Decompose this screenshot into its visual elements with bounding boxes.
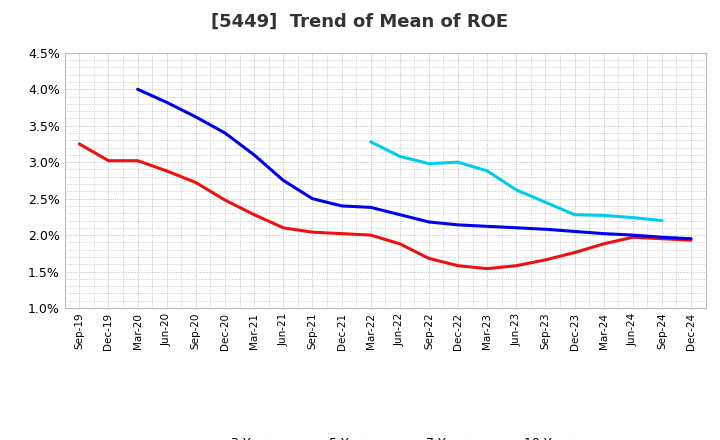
Line: 5 Years: 5 Years	[138, 89, 691, 239]
3 Years	[541, 257, 550, 263]
5 Years	[483, 224, 492, 229]
3 Years	[395, 241, 404, 246]
7 Years	[454, 160, 462, 165]
3 Years	[220, 198, 229, 203]
5 Years	[279, 178, 287, 183]
3 Years	[163, 168, 171, 173]
7 Years	[425, 161, 433, 166]
5 Years	[657, 235, 666, 240]
5 Years	[250, 152, 258, 158]
3 Years	[483, 266, 492, 271]
Line: 3 Years: 3 Years	[79, 144, 691, 269]
3 Years	[599, 241, 608, 246]
3 Years	[75, 141, 84, 147]
7 Years	[657, 218, 666, 223]
3 Years	[366, 232, 375, 238]
3 Years	[454, 263, 462, 268]
Text: [5449]  Trend of Mean of ROE: [5449] Trend of Mean of ROE	[212, 13, 508, 31]
3 Years	[279, 225, 287, 231]
3 Years	[629, 235, 637, 240]
5 Years	[133, 87, 142, 92]
5 Years	[599, 231, 608, 236]
7 Years	[366, 139, 375, 144]
3 Years	[657, 236, 666, 242]
3 Years	[192, 180, 200, 185]
3 Years	[133, 158, 142, 163]
3 Years	[308, 230, 317, 235]
Line: 7 Years: 7 Years	[371, 142, 662, 220]
3 Years	[512, 263, 521, 268]
5 Years	[512, 225, 521, 231]
5 Years	[163, 100, 171, 105]
Legend: 3 Years, 5 Years, 7 Years, 10 Years: 3 Years, 5 Years, 7 Years, 10 Years	[189, 432, 582, 440]
3 Years	[687, 238, 696, 243]
7 Years	[541, 200, 550, 205]
3 Years	[250, 212, 258, 217]
3 Years	[570, 250, 579, 255]
5 Years	[570, 229, 579, 234]
7 Years	[512, 187, 521, 193]
5 Years	[629, 232, 637, 238]
5 Years	[687, 236, 696, 242]
7 Years	[483, 168, 492, 173]
7 Years	[395, 154, 404, 159]
5 Years	[337, 203, 346, 209]
5 Years	[425, 219, 433, 224]
5 Years	[395, 212, 404, 217]
3 Years	[337, 231, 346, 236]
5 Years	[541, 227, 550, 232]
5 Years	[366, 205, 375, 210]
5 Years	[454, 222, 462, 227]
5 Years	[308, 196, 317, 201]
7 Years	[570, 212, 579, 217]
5 Years	[192, 114, 200, 120]
5 Years	[220, 130, 229, 136]
7 Years	[599, 213, 608, 218]
3 Years	[425, 256, 433, 261]
3 Years	[104, 158, 113, 163]
7 Years	[629, 215, 637, 220]
